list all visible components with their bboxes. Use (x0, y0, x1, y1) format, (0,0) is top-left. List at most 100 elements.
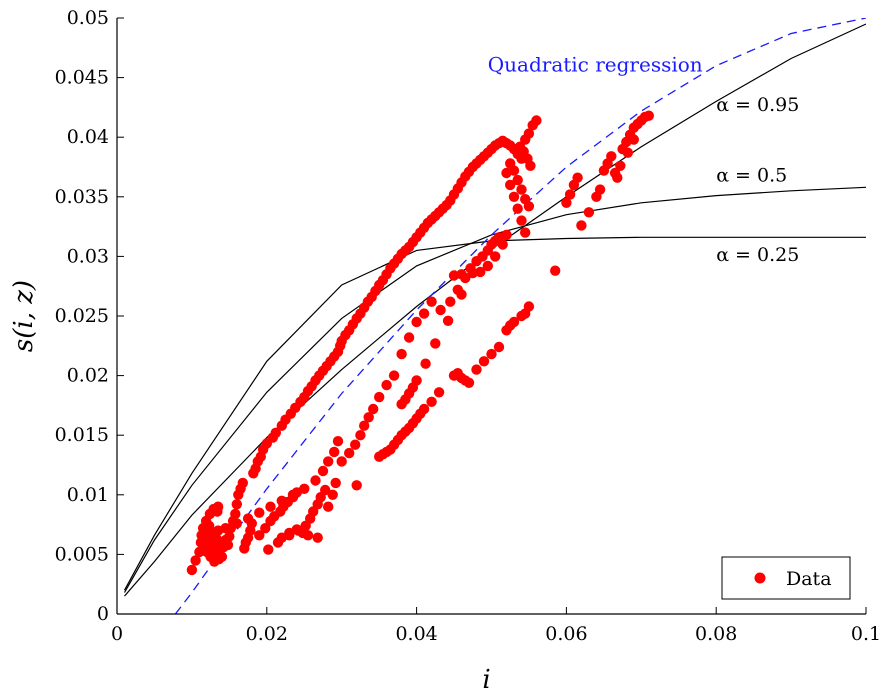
data-point-177 (355, 430, 366, 441)
data-point-166 (276, 495, 287, 506)
legend: Data (721, 556, 851, 600)
data-point-58 (270, 427, 281, 438)
data-point-40 (237, 477, 248, 489)
annotation-group: Quadratic regression α = 0.95 α = 0.5 α = 0… (488, 53, 800, 267)
data-point-165 (265, 501, 276, 512)
data-point-235 (411, 375, 422, 386)
data-point-242 (512, 174, 523, 186)
data-point-253 (594, 184, 606, 195)
data-point-184 (396, 348, 407, 360)
data-point-172 (329, 446, 340, 458)
data-point-86 (323, 501, 334, 512)
y-tick-label-2: 0.01 (67, 484, 109, 506)
data-point-251 (583, 207, 595, 218)
x-tick-label-2: 0.04 (395, 623, 437, 645)
data-point-161 (220, 523, 231, 534)
x-tick-label-1: 0.02 (246, 623, 288, 645)
data-point-271 (564, 189, 576, 200)
data-point-163 (242, 513, 254, 524)
data-point-36 (230, 508, 241, 520)
data-point-189 (435, 304, 446, 316)
data-point-168 (299, 483, 310, 494)
data-point-182 (381, 379, 392, 391)
data-point-268 (628, 134, 639, 145)
x-axis-title: i (482, 665, 490, 694)
data-point-32 (222, 539, 234, 551)
data-point-190 (445, 296, 456, 307)
data-point-33 (224, 531, 235, 542)
data-point-192 (460, 272, 471, 284)
annotation-1: α = 0.95 (716, 94, 799, 116)
data-point-180 (368, 403, 379, 415)
data-point-279 (351, 480, 362, 491)
data-point-162 (231, 518, 242, 529)
data-point-274 (276, 532, 287, 543)
y-tick-label-9: 0.045 (55, 67, 109, 89)
y-tick-label-6: 0.03 (67, 245, 109, 267)
data-point-236 (420, 358, 431, 369)
y-tick-label-7: 0.035 (55, 186, 109, 208)
data-point-185 (403, 332, 415, 343)
legend-marker (754, 572, 766, 584)
data-point-226 (508, 316, 520, 328)
data-point-175 (344, 447, 355, 459)
data-point-181 (374, 391, 385, 403)
data-point-223 (493, 341, 505, 353)
data-point-267 (643, 110, 654, 121)
data-point-148 (508, 191, 520, 202)
data-point-154 (490, 251, 501, 262)
data-point-219 (463, 377, 475, 388)
data-point-258 (612, 172, 623, 183)
data-point-250 (576, 220, 587, 231)
data-point-222 (486, 348, 497, 360)
data-point-169 (310, 475, 321, 486)
data-point-183 (388, 370, 400, 381)
data-point-243 (516, 184, 527, 195)
data-point-178 (359, 420, 370, 431)
data-point-229 (523, 301, 535, 312)
y-tick-label-0: 0 (97, 603, 109, 625)
data-point-238 (442, 315, 454, 326)
data-point-164 (254, 507, 265, 518)
data-point-273 (572, 172, 583, 183)
data-points (186, 110, 654, 576)
data-point-171 (323, 456, 334, 467)
data-point-25 (212, 501, 224, 512)
data-point-84 (320, 484, 331, 496)
data-point-237 (430, 338, 441, 349)
data-point-159 (448, 270, 460, 281)
data-point-212 (418, 403, 430, 415)
data-point-149 (512, 203, 523, 214)
data-point-241 (508, 165, 520, 176)
data-point-155 (482, 260, 493, 272)
x-tick-label-3: 0.06 (545, 623, 587, 645)
data-point-173 (332, 436, 344, 447)
data-point-150 (516, 215, 527, 226)
data-point-270 (561, 197, 572, 208)
data-point-269 (622, 147, 633, 158)
data-point-245 (523, 201, 535, 212)
data-point-259 (615, 160, 626, 171)
legend-box (721, 556, 851, 600)
data-point-186 (411, 316, 422, 328)
data-point-52 (260, 523, 271, 534)
data-point-0 (186, 564, 198, 576)
data-point-167 (287, 489, 299, 500)
data-point-170 (317, 465, 329, 477)
y-axis-title: s(i, z) (9, 280, 39, 352)
x-tick-label-0: 0 (111, 623, 123, 645)
data-point-147 (505, 179, 516, 191)
y-tick-label-5: 0.025 (55, 305, 109, 327)
series-line-1 (123, 186, 866, 593)
data-point-249 (525, 160, 536, 171)
axes-group: 0 0.02 0.04 0.06 0.08 0.1 0 0.005 0.01 0.015 0.02 0… (9, 7, 881, 695)
legend-label: Data (786, 568, 832, 590)
y-tick-label-4: 0.02 (67, 365, 109, 387)
x-tick-label-5: 0.1 (851, 623, 881, 645)
data-point-220 (471, 364, 482, 375)
data-point-193 (465, 263, 476, 274)
data-point-256 (606, 151, 617, 162)
data-point-230 (550, 265, 561, 276)
data-point-174 (336, 456, 347, 467)
